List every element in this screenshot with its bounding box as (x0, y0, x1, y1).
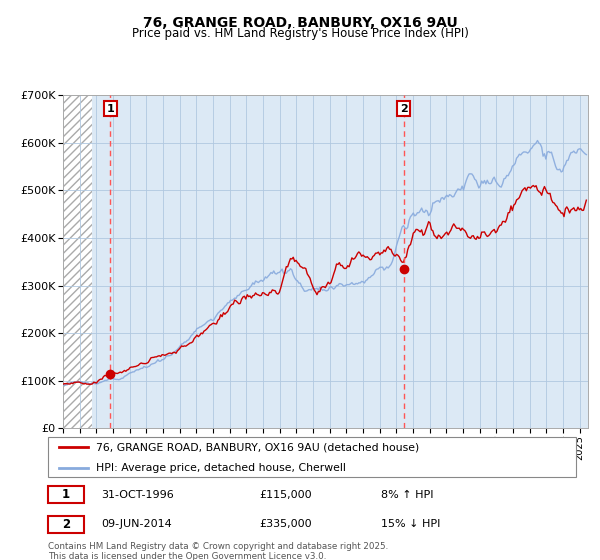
FancyBboxPatch shape (48, 516, 84, 533)
Text: 8% ↑ HPI: 8% ↑ HPI (380, 490, 433, 500)
Text: Price paid vs. HM Land Registry's House Price Index (HPI): Price paid vs. HM Land Registry's House … (131, 27, 469, 40)
Text: 09-JUN-2014: 09-JUN-2014 (101, 520, 172, 529)
Text: £335,000: £335,000 (259, 520, 312, 529)
Text: 1: 1 (62, 488, 70, 501)
Text: £115,000: £115,000 (259, 490, 312, 500)
Text: 15% ↓ HPI: 15% ↓ HPI (380, 520, 440, 529)
Bar (63, 95, 92, 428)
Text: 2: 2 (400, 104, 407, 114)
Text: 1: 1 (106, 104, 114, 114)
Text: HPI: Average price, detached house, Cherwell: HPI: Average price, detached house, Cher… (95, 463, 346, 473)
Text: 76, GRANGE ROAD, BANBURY, OX16 9AU: 76, GRANGE ROAD, BANBURY, OX16 9AU (143, 16, 457, 30)
Text: 2: 2 (62, 518, 70, 531)
FancyBboxPatch shape (48, 486, 84, 503)
Text: 31-OCT-1996: 31-OCT-1996 (101, 490, 173, 500)
Text: Contains HM Land Registry data © Crown copyright and database right 2025.
This d: Contains HM Land Registry data © Crown c… (48, 542, 388, 560)
Text: 76, GRANGE ROAD, BANBURY, OX16 9AU (detached house): 76, GRANGE ROAD, BANBURY, OX16 9AU (deta… (95, 442, 419, 452)
